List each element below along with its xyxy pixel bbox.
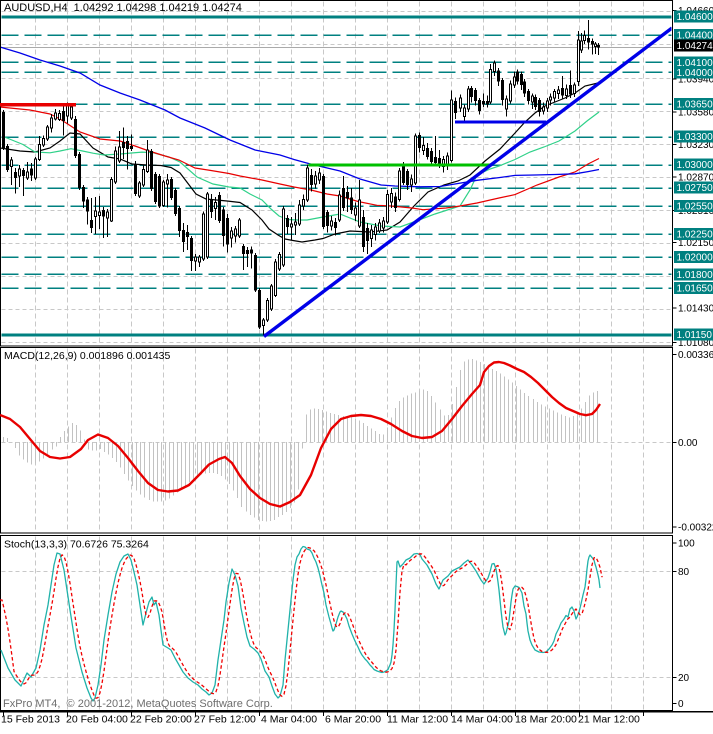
svg-text:AUDUSD,H4 1.04292 1.04298 1.0: AUDUSD,H4 1.04292 1.04298 1.04219 1.0427…	[4, 2, 242, 14]
svg-text:80: 80	[678, 567, 690, 578]
svg-text:0.003367: 0.003367	[678, 350, 713, 361]
svg-text:1.03000: 1.03000	[677, 160, 713, 171]
svg-text:1.01650: 1.01650	[677, 284, 713, 295]
svg-text:1.03650: 1.03650	[677, 100, 713, 111]
svg-text:FxPro MT4, © 2001-2012, MetaQ: FxPro MT4, © 2001-2012, MetaQuotes Softw…	[3, 698, 273, 710]
svg-text:-0.00322: -0.00322	[678, 523, 713, 534]
svg-text:1.02000: 1.02000	[677, 252, 713, 263]
svg-text:27 Feb 12:00: 27 Feb 12:00	[194, 714, 256, 726]
svg-text:11 Mar 12:00: 11 Mar 12:00	[387, 714, 448, 726]
svg-text:Stoch(13,3,3) 70.6726 75.3264: Stoch(13,3,3) 70.6726 75.3264	[4, 539, 149, 551]
svg-text:1.04000: 1.04000	[677, 68, 713, 79]
svg-text:1.01150: 1.01150	[677, 330, 713, 341]
svg-text:22 Feb 20:00: 22 Feb 20:00	[130, 714, 192, 726]
svg-text:1.02750: 1.02750	[677, 183, 713, 194]
svg-text:4 Mar 04:00: 4 Mar 04:00	[261, 714, 317, 726]
svg-text:0: 0	[678, 699, 684, 710]
svg-text:1.01800: 1.01800	[677, 270, 713, 281]
svg-text:21 Mar 12:00: 21 Mar 12:00	[578, 714, 640, 726]
svg-text:18 Mar 20:00: 18 Mar 20:00	[515, 714, 577, 726]
svg-text:MACD(12,26,9) 0.001896 0.00143: MACD(12,26,9) 0.001896 0.001435	[4, 350, 171, 362]
svg-text:20 Feb 04:00: 20 Feb 04:00	[66, 714, 128, 726]
svg-text:100: 100	[678, 539, 695, 550]
svg-text:0.00: 0.00	[678, 438, 698, 449]
svg-text:1.04600: 1.04600	[677, 12, 713, 23]
svg-text:14 Mar 04:00: 14 Mar 04:00	[451, 714, 513, 726]
svg-text:15 Feb 2013: 15 Feb 2013	[1, 714, 60, 726]
svg-text:1.02250: 1.02250	[677, 229, 713, 240]
svg-text:1.02550: 1.02550	[677, 201, 713, 212]
svg-text:1.04274: 1.04274	[677, 41, 713, 52]
svg-text:6 Mar 20:00: 6 Mar 20:00	[325, 714, 381, 726]
svg-text:1.01430: 1.01430	[678, 304, 713, 315]
svg-text:1.03300: 1.03300	[677, 132, 713, 143]
svg-text:20: 20	[678, 673, 690, 684]
